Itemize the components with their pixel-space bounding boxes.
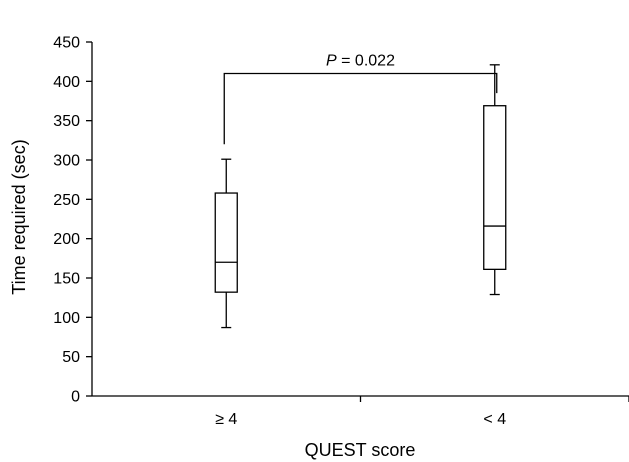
y-tick-label: 50 [62,349,80,366]
y-tick-label: 350 [53,113,80,130]
y-axis-ticks: 0 50 100 150 200 250 300 350 400 450 [53,35,92,406]
x-tick-label: ≥ 4 [215,411,237,428]
x-axis-ticks: ≥ 4 < 4 [215,396,629,428]
y-tick-label: 200 [53,231,80,248]
y-tick-label: 250 [53,192,80,209]
y-tick-label: 150 [53,271,80,288]
y-tick-label: 400 [53,74,80,91]
y-tick-label: 300 [53,153,80,170]
box-2 [483,64,507,296]
y-tick-label: 450 [53,35,80,52]
x-axis-title: QUEST score [305,440,416,460]
significance-annotation: P = 0.022 [223,52,498,145]
y-axis-title: Time required (sec) [9,139,29,294]
iqr-box [483,105,507,270]
x-tick-label: < 4 [483,411,506,428]
p-value-label: P = 0.022 [326,52,395,69]
iqr-box [214,192,238,293]
box-series [214,64,507,329]
y-tick-label: 0 [71,389,80,406]
y-tick-label: 100 [53,310,80,327]
significance-bracket [223,72,498,145]
box-1 [214,158,238,329]
